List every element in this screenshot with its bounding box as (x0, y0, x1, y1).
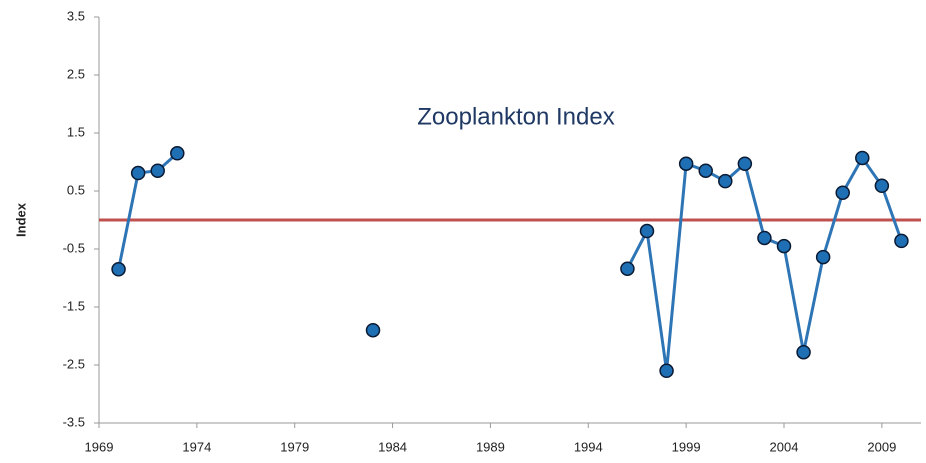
x-tick-label: 1974 (182, 439, 211, 454)
y-tick-label: -0.5 (63, 240, 85, 255)
point (659, 363, 674, 379)
point (639, 223, 655, 239)
y-tick-label: -2.5 (63, 356, 85, 371)
x-tick-label: 1979 (280, 439, 309, 454)
point (855, 150, 870, 166)
point (620, 261, 635, 276)
series-line (117, 152, 903, 372)
y-axis-label: Index (13, 202, 28, 237)
x-tick-label: 1969 (85, 439, 114, 454)
x-tick-label: 2009 (867, 439, 896, 454)
y-tick-label: -3.5 (63, 414, 85, 429)
point (874, 178, 890, 194)
x-tick-label: 1989 (476, 439, 505, 454)
chart-title: Zooplankton Index (417, 103, 614, 130)
point (718, 173, 733, 189)
point (815, 249, 831, 265)
point (170, 146, 185, 161)
y-tick-label: 0.5 (67, 182, 85, 197)
point (757, 230, 772, 246)
point (130, 165, 146, 181)
point (111, 262, 126, 277)
x-tick-label: 1999 (672, 439, 701, 454)
x-tick-label: 1984 (378, 439, 407, 454)
point (150, 163, 165, 178)
point (737, 156, 753, 171)
x-tick-label: 1994 (574, 439, 603, 454)
point (365, 322, 381, 338)
y-tick-label: 2.5 (67, 66, 85, 81)
point (835, 185, 850, 200)
y-tick-label: 3.5 (67, 8, 85, 23)
y-tick-label: -1.5 (63, 298, 85, 313)
y-tick-label: 1.5 (67, 124, 85, 139)
point (776, 238, 792, 254)
point (698, 163, 713, 178)
point (796, 344, 811, 360)
point (894, 233, 909, 249)
x-tick-label: 2004 (770, 439, 799, 454)
point (678, 156, 694, 171)
